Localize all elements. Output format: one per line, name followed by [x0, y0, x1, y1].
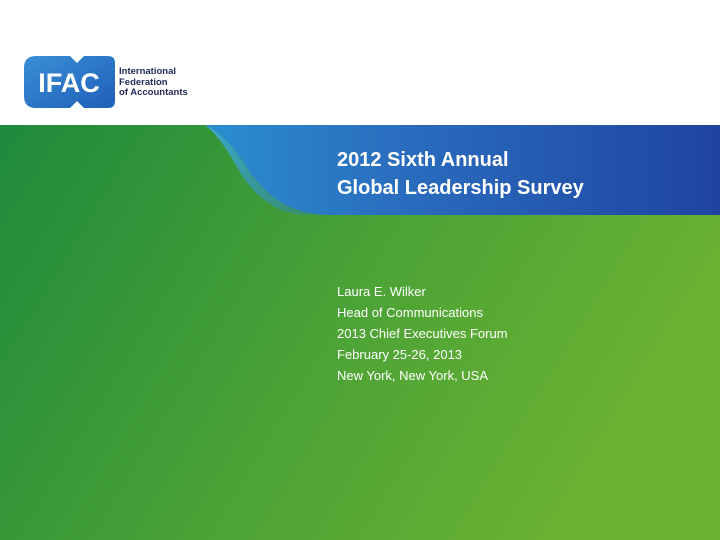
ifac-logo-name: International Federation of Accountants — [119, 66, 188, 99]
blue-band-highlight — [205, 125, 330, 215]
slide-title-line-1: 2012 Sixth Annual — [337, 149, 509, 171]
slide-title: 2012 Sixth Annual Global Leadership Surv… — [337, 146, 707, 202]
presenter-name: Laura E. Wilker — [337, 284, 426, 299]
slide-background-art — [0, 125, 720, 540]
event-name: 2013 Chief Executives Forum — [337, 326, 508, 341]
logo-name-line-3: of Accountants — [119, 87, 188, 98]
logo-name-line-2: Federation — [119, 76, 168, 88]
ifac-logo: IFAC International Federation of Account… — [22, 54, 192, 110]
logo-name-line-1: International — [119, 66, 177, 77]
presenter-details: Laura E. Wilker Head of Communications 2… — [337, 281, 707, 386]
presenter-role: Head of Communications — [337, 305, 483, 320]
event-dates: February 25-26, 2013 — [337, 347, 463, 362]
ifac-logo-letters: IFAC — [38, 68, 100, 98]
ifac-logo-mark: IFAC — [24, 56, 115, 108]
slide-title-line-2: Global Leadership Survey — [337, 177, 584, 199]
blue-title-band — [205, 125, 720, 215]
event-location: New York, New York, USA — [337, 368, 489, 383]
slide-header — [0, 0, 720, 125]
